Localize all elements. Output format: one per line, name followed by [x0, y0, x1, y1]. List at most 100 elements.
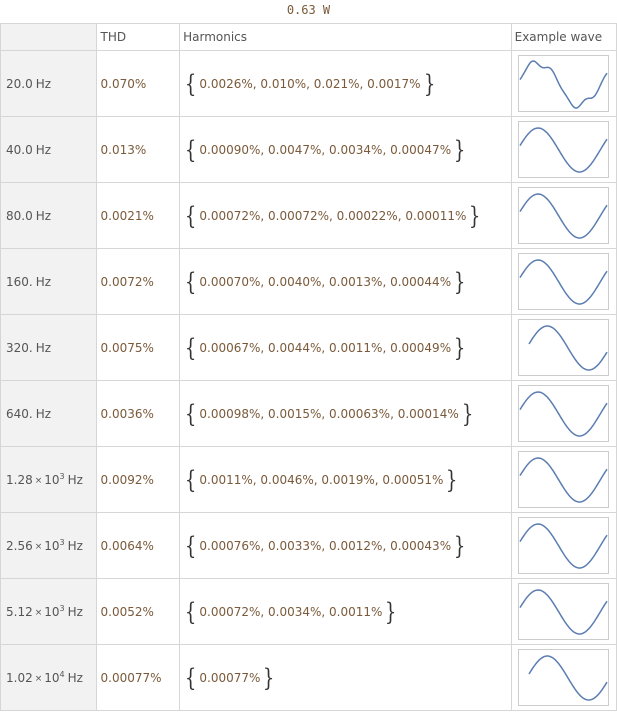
frequency-cell: 1.28 × 103 Hz [0, 446, 97, 513]
example-wave-plot [519, 127, 608, 173]
wave-line [519, 391, 608, 437]
right-brace: } [385, 597, 397, 626]
example-wave-cell [510, 446, 617, 513]
exponent: 3 [59, 604, 65, 613]
harmonics-cell: {0.0011%, 0.0046%, 0.0019%, 0.00051%} [179, 446, 512, 513]
thd-value: 0.0092% [95, 446, 181, 513]
times-sign: × [34, 608, 43, 618]
example-wave-plot [528, 655, 608, 701]
harmonics-cell: {0.0026%, 0.010%, 0.021%, 0.0017%} [179, 50, 512, 117]
example-wave-cell [510, 248, 617, 315]
example-wave-plot [519, 259, 608, 305]
thd-value: 0.0036% [95, 380, 181, 447]
wave-plot-frame [518, 649, 610, 706]
frequency-value: 1.28 [6, 473, 33, 487]
example-wave-cell [510, 578, 617, 645]
table-row: 320. Hz 0.0075%{0.00067%, 0.0044%, 0.0011%… [0, 314, 617, 381]
example-wave-cell [510, 50, 617, 117]
frequency-unit: Hz [35, 340, 52, 355]
harmonics-list: 0.00077% [199, 670, 261, 685]
frequency-cell: 1.02 × 104 Hz [0, 644, 97, 711]
times-sign: × [34, 674, 43, 684]
wave-line [519, 457, 608, 503]
wave-plot-frame [518, 187, 610, 244]
page-title: 0.63 W [286, 3, 331, 17]
frequency-unit: Hz [35, 76, 52, 91]
harmonics-cell: {0.00090%, 0.0047%, 0.0034%, 0.00047%} [179, 116, 512, 183]
wave-plot-frame [518, 121, 610, 178]
frequency-value: 1.02 [6, 671, 33, 685]
right-brace: } [423, 69, 435, 98]
wave-line [519, 589, 608, 635]
frequency-unit: Hz [67, 605, 83, 619]
example-wave-plot [519, 193, 608, 239]
right-brace: } [263, 663, 275, 692]
left-brace: { [185, 267, 197, 296]
table-row: 640. Hz 0.0036%{0.00098%, 0.0015%, 0.00063… [0, 380, 617, 447]
left-brace: { [185, 597, 197, 626]
exponent-base: 10 [44, 473, 60, 487]
frequency-cell: 40.0 Hz [0, 116, 97, 183]
frequency-cell: 640. Hz [0, 380, 97, 447]
times-sign: × [34, 476, 43, 486]
frequency-value: 80.0 [6, 208, 33, 223]
harmonics-list: 0.00072%, 0.00072%, 0.00022%, 0.00011% [199, 208, 467, 223]
thd-value: 0.013% [95, 116, 181, 183]
frequency-cell: 160. Hz [0, 248, 97, 315]
exponent: 4 [59, 670, 65, 679]
example-wave-plot [519, 60, 608, 109]
harmonics-list: 0.00076%, 0.0033%, 0.0012%, 0.00043% [199, 538, 452, 553]
right-brace: } [454, 267, 466, 296]
frequency-unit: Hz [67, 539, 83, 553]
frequency-value: 640. [6, 406, 33, 421]
thd-value: 0.00077% [95, 644, 181, 711]
left-brace: { [185, 333, 197, 362]
harmonics-cell: {0.00067%, 0.0044%, 0.0011%, 0.00049%} [179, 314, 512, 381]
wave-plot-frame [518, 319, 610, 376]
harmonics-list: 0.00070%, 0.0040%, 0.0013%, 0.00044% [199, 274, 452, 289]
wave-line [528, 655, 608, 701]
example-wave-plot [519, 589, 608, 635]
harmonics-cell: {0.00070%, 0.0040%, 0.0013%, 0.00044%} [179, 248, 512, 315]
harmonics-list: 0.0011%, 0.0046%, 0.0019%, 0.00051% [199, 472, 444, 487]
frequency-unit: Hz [35, 274, 52, 289]
table-row: 20.0 Hz 0.070%{0.0026%, 0.010%, 0.021%, 0.… [0, 50, 617, 117]
exponent: 3 [59, 538, 65, 547]
frequency-cell: 20.0 Hz [0, 50, 97, 117]
wave-plot-frame [518, 451, 610, 508]
wave-plot-frame [518, 583, 610, 640]
thd-value: 0.070% [95, 50, 181, 117]
wave-line [519, 60, 608, 109]
harmonics-list: 0.00090%, 0.0047%, 0.0034%, 0.00047% [199, 142, 452, 157]
right-brace: } [469, 201, 481, 230]
right-brace: } [454, 531, 466, 560]
right-brace: } [461, 399, 474, 428]
wave-line [519, 259, 608, 305]
thd-value: 0.0064% [95, 512, 181, 579]
left-brace: { [185, 201, 197, 230]
left-brace: { [185, 69, 197, 98]
harmonics-cell: {0.00098%, 0.0015%, 0.00063%, 0.00014%} [179, 380, 512, 447]
frequency-unit: Hz [67, 473, 83, 487]
frequency-unit: Hz [35, 406, 52, 421]
exponent-base: 10 [44, 671, 60, 685]
frequency-cell: 5.12 × 103 Hz [0, 578, 97, 645]
frequency-cell: 320. Hz [0, 314, 97, 381]
frequency-value: 2.56 [6, 539, 33, 553]
example-wave-cell [510, 644, 617, 711]
header-harmonics: Harmonics [179, 23, 512, 51]
table-row: 160. Hz 0.0072%{0.00070%, 0.0040%, 0.0013%… [0, 248, 617, 315]
table-row: 1.28 × 103 Hz 0.0092%{0.0011%, 0.0046%, 0.00… [0, 446, 617, 513]
header-frequency [0, 23, 97, 51]
frequency-unit: Hz [35, 208, 52, 223]
wave-line [528, 325, 608, 371]
harmonics-list: 0.0026%, 0.010%, 0.021%, 0.0017% [199, 76, 421, 91]
exponent-base: 10 [44, 539, 60, 553]
exponent: 3 [59, 472, 65, 481]
frequency-value: 5.12 [6, 605, 33, 619]
frequency-cell: 2.56 × 103 Hz [0, 512, 97, 579]
harmonics-cell: {0.00076%, 0.0033%, 0.0012%, 0.00043%} [179, 512, 512, 579]
wave-line [519, 127, 608, 173]
right-brace: } [454, 135, 466, 164]
example-wave-plot [528, 325, 608, 371]
